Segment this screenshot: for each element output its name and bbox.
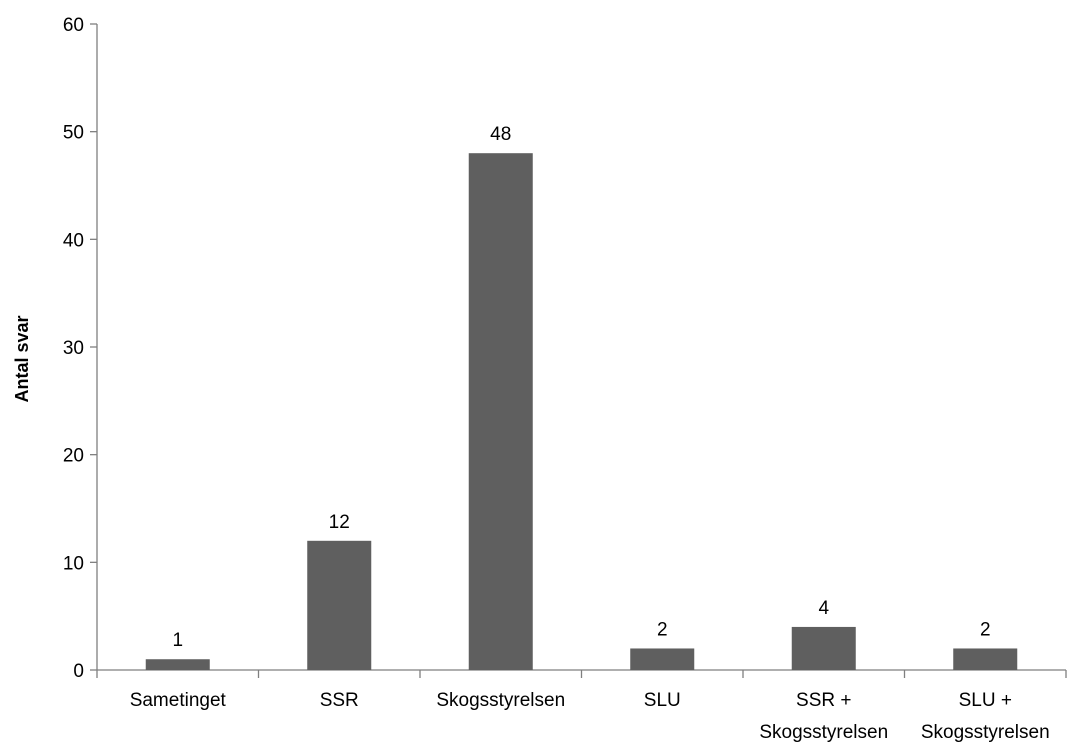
bar bbox=[307, 540, 372, 670]
category-label: SLU bbox=[644, 690, 681, 711]
y-tick-label: 10 bbox=[63, 553, 84, 574]
y-tick-label: 60 bbox=[63, 15, 84, 36]
bar bbox=[145, 659, 210, 670]
category-label: Sametinget bbox=[130, 690, 227, 711]
x-axis-ticks bbox=[96, 670, 1067, 678]
y-tick-label: 0 bbox=[73, 661, 84, 682]
data-label: 1 bbox=[172, 630, 183, 651]
bar bbox=[953, 648, 1018, 670]
y-tick-label: 50 bbox=[63, 123, 84, 144]
category-label: Skogsstyrelsen bbox=[759, 722, 888, 743]
data-label: 2 bbox=[980, 619, 991, 640]
category-label: SLU + bbox=[959, 690, 1012, 711]
category-label: SSR bbox=[320, 690, 359, 711]
category-label: Skogsstyrelsen bbox=[921, 722, 1050, 743]
category-label: Skogsstyrelsen bbox=[436, 690, 565, 711]
bar bbox=[468, 153, 533, 670]
category-label: SSR + bbox=[796, 690, 851, 711]
data-labels: 1 12 48 2 4 2 bbox=[172, 124, 990, 651]
y-tick-label: 20 bbox=[63, 446, 84, 467]
data-label: 12 bbox=[329, 512, 350, 533]
data-label: 48 bbox=[490, 124, 511, 145]
bar bbox=[791, 626, 856, 670]
y-tick-label: 40 bbox=[63, 230, 84, 251]
y-axis-title: Antal svar bbox=[12, 315, 32, 402]
y-axis-ticks: 0 10 20 30 40 50 60 bbox=[63, 15, 97, 682]
bar bbox=[630, 648, 695, 670]
data-label: 2 bbox=[657, 619, 668, 640]
category-labels: Sametinget SSR Skogsstyrelsen SLU SSR + Skogs… bbox=[130, 690, 1050, 743]
bar-series bbox=[145, 153, 1018, 670]
data-label: 4 bbox=[818, 598, 829, 619]
y-tick-label: 30 bbox=[63, 338, 84, 359]
